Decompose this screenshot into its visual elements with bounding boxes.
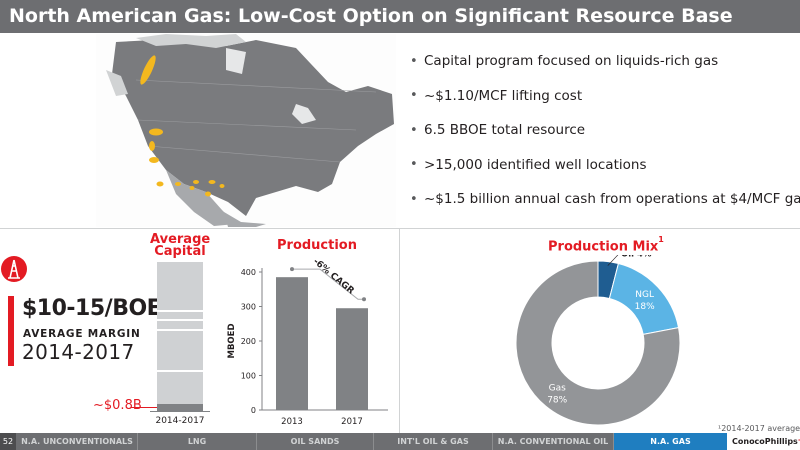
slice-label-gas: Gas: [549, 383, 566, 393]
bullet-dot: •: [410, 53, 418, 69]
capital-gas-segment: [157, 404, 203, 411]
x-tick-label: 2017: [341, 417, 363, 427]
tab-lng[interactable]: LNG: [138, 433, 257, 450]
bullet-item: • ~$1.10/MCF lifting cost: [410, 79, 800, 114]
bullet-dot: •: [410, 88, 418, 104]
bullet-dot: •: [410, 122, 418, 138]
margin-label: AVERAGE MARGIN: [23, 328, 141, 340]
section-divider-horizontal: [0, 228, 800, 229]
oil-derrick-icon: [1, 256, 27, 282]
section-divider-vertical: [399, 229, 400, 433]
production-bar: [336, 308, 368, 410]
x-tick-label: 2013: [281, 417, 303, 427]
cagr-end-dot: [362, 297, 366, 302]
slice-label-oil: Oil 4%: [621, 255, 652, 260]
bullet-dot: •: [410, 157, 418, 173]
cagr-label: -6% CAGR: [311, 258, 356, 297]
donut-slice-gas: [515, 260, 681, 426]
logo-mark-icon: ⁼: [797, 437, 800, 446]
capital-segment-divider: [157, 310, 203, 312]
margin-value: $10-15/BOE: [22, 296, 162, 321]
tab-na-conventional-oil[interactable]: N.A. CONVENTIONAL OIL: [493, 433, 614, 450]
production-mix-footnote-marker: 1: [658, 235, 664, 244]
average-capital-column: [157, 262, 203, 411]
bullet-text: >15,000 identified well locations: [424, 156, 647, 173]
production-bar: [276, 277, 308, 410]
bullet-text: Capital program focused on liquids-rich …: [424, 53, 719, 70]
average-capital-title-line2: Capital: [154, 244, 206, 259]
production-mix-title: Production Mix1: [548, 235, 664, 255]
slice-label-ngl: NGL: [635, 290, 654, 300]
conocophillips-logo: ConocoPhillips⁼: [727, 433, 800, 450]
page-title: North American Gas: Low-Cost Option on S…: [0, 0, 800, 33]
north-america-gas-map: [96, 34, 396, 227]
capital-segment-divider: [157, 319, 203, 321]
y-axis-label: MBOED: [227, 323, 237, 358]
capital-callout: ~$0.8B: [93, 398, 142, 413]
production-mix-donut-chart: Oil 4% NGL 18% Gas 78%: [515, 255, 681, 426]
average-capital-title-line1: Average: [150, 232, 211, 247]
capital-segment-divider: [157, 329, 203, 331]
bullet-item: • >15,000 identified well locations: [410, 148, 800, 183]
y-tick-label: 400: [241, 268, 256, 277]
y-tick-label: 0: [251, 406, 256, 415]
bullet-text: ~$1.5 billion annual cash from operation…: [424, 191, 800, 208]
tab-intl-oil-gas[interactable]: INT'L OIL & GAS: [374, 433, 493, 450]
margin-accent-bar: [8, 296, 14, 366]
key-points-list: • Capital program focused on liquids-ric…: [410, 44, 800, 217]
tab-oil-sands[interactable]: OIL SANDS: [257, 433, 374, 450]
y-tick-label: 300: [241, 303, 256, 312]
bullet-item: • Capital program focused on liquids-ric…: [410, 44, 800, 79]
production-bar-chart: 0 100 200 300 400 MBOED 2013 2017 -6% CAGR: [227, 258, 388, 427]
margin-years: 2014-2017: [22, 340, 135, 364]
tab-na-gas[interactable]: N.A. GAS: [614, 433, 727, 450]
slice-value-gas: 78%: [547, 395, 567, 405]
average-margin-callout: $10-15/BOE AVERAGE MARGIN 2014-2017: [8, 296, 162, 366]
cagr-connector-line: [292, 268, 364, 300]
conocophillips-logo-text: ConocoPhillips: [732, 437, 798, 446]
capital-callout-line: [131, 407, 157, 408]
slice-value-ngl: 18%: [635, 302, 655, 312]
capital-segment-divider: [157, 370, 203, 372]
bullet-item: • ~$1.5 billion annual cash from operati…: [410, 182, 800, 217]
production-mix-title-text: Production Mix: [548, 239, 659, 255]
average-capital-axis: [150, 411, 210, 412]
bullet-item: • 6.5 BBOE total resource: [410, 113, 800, 148]
cagr-start-dot: [290, 267, 294, 272]
average-capital-xlabel: 2014-2017: [155, 416, 205, 426]
production-chart-title: Production: [277, 238, 357, 253]
production-mix-footnote: ¹2014-2017 average.: [718, 424, 800, 433]
bullet-text: ~$1.10/MCF lifting cost: [424, 87, 583, 104]
bullet-dot: •: [410, 191, 418, 207]
tab-na-unconventionals[interactable]: N.A. UNCONVENTIONALS: [17, 433, 138, 450]
bullet-text: 6.5 BBOE total resource: [424, 122, 586, 139]
section-navbar: 52 N.A. UNCONVENTIONALS LNG OIL SANDS IN…: [0, 433, 800, 450]
page-number: 52: [0, 433, 16, 450]
y-tick-label: 100: [241, 372, 256, 381]
average-capital-title: Average Capital: [150, 232, 211, 259]
y-tick-label: 200: [241, 337, 256, 346]
oil-leader-line: [607, 255, 619, 266]
